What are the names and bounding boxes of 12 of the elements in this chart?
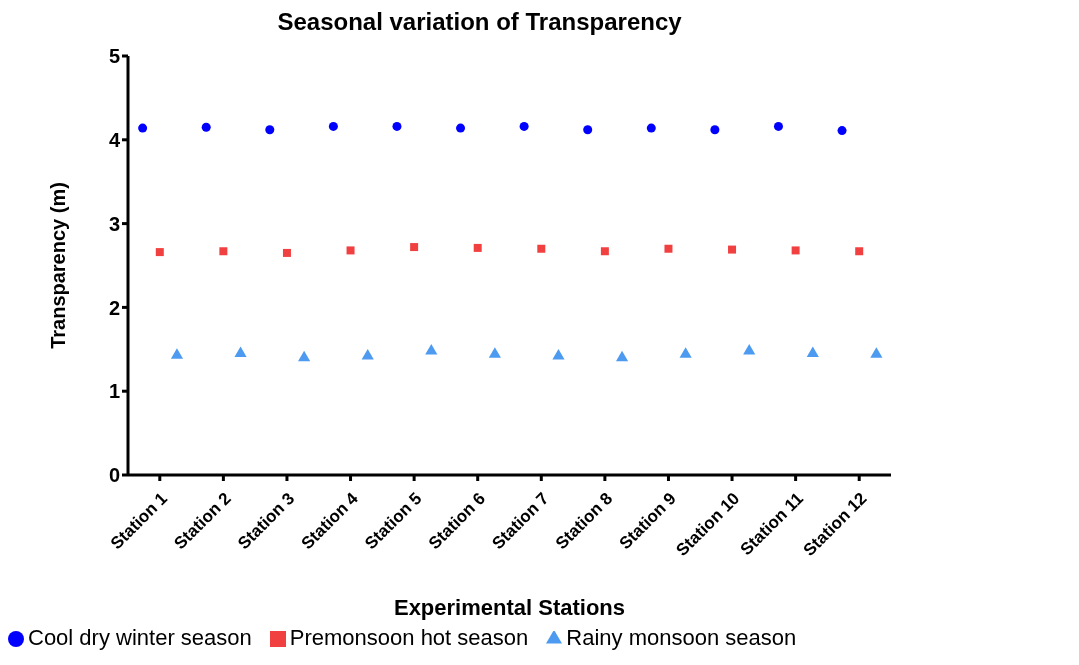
chart-title: Seasonal variation of Transparency	[276, 8, 683, 36]
y-tick-label: 3	[108, 212, 120, 235]
x-axis-title: Experimental Stations	[393, 595, 626, 620]
legend-label: Premonsoon hot season	[289, 625, 529, 650]
y-axis-title: Transparency (m)	[47, 182, 70, 349]
y-tick-label: 0	[108, 464, 120, 487]
legend-label: Cool dry winter season	[28, 625, 252, 650]
y-tick-label: 5	[108, 45, 120, 68]
y-tick-label: 4	[108, 128, 121, 151]
y-tick-label: 1	[108, 380, 120, 403]
y-tick-label: 2	[108, 296, 120, 319]
legend-label: Rainy monsoon season	[566, 625, 797, 650]
